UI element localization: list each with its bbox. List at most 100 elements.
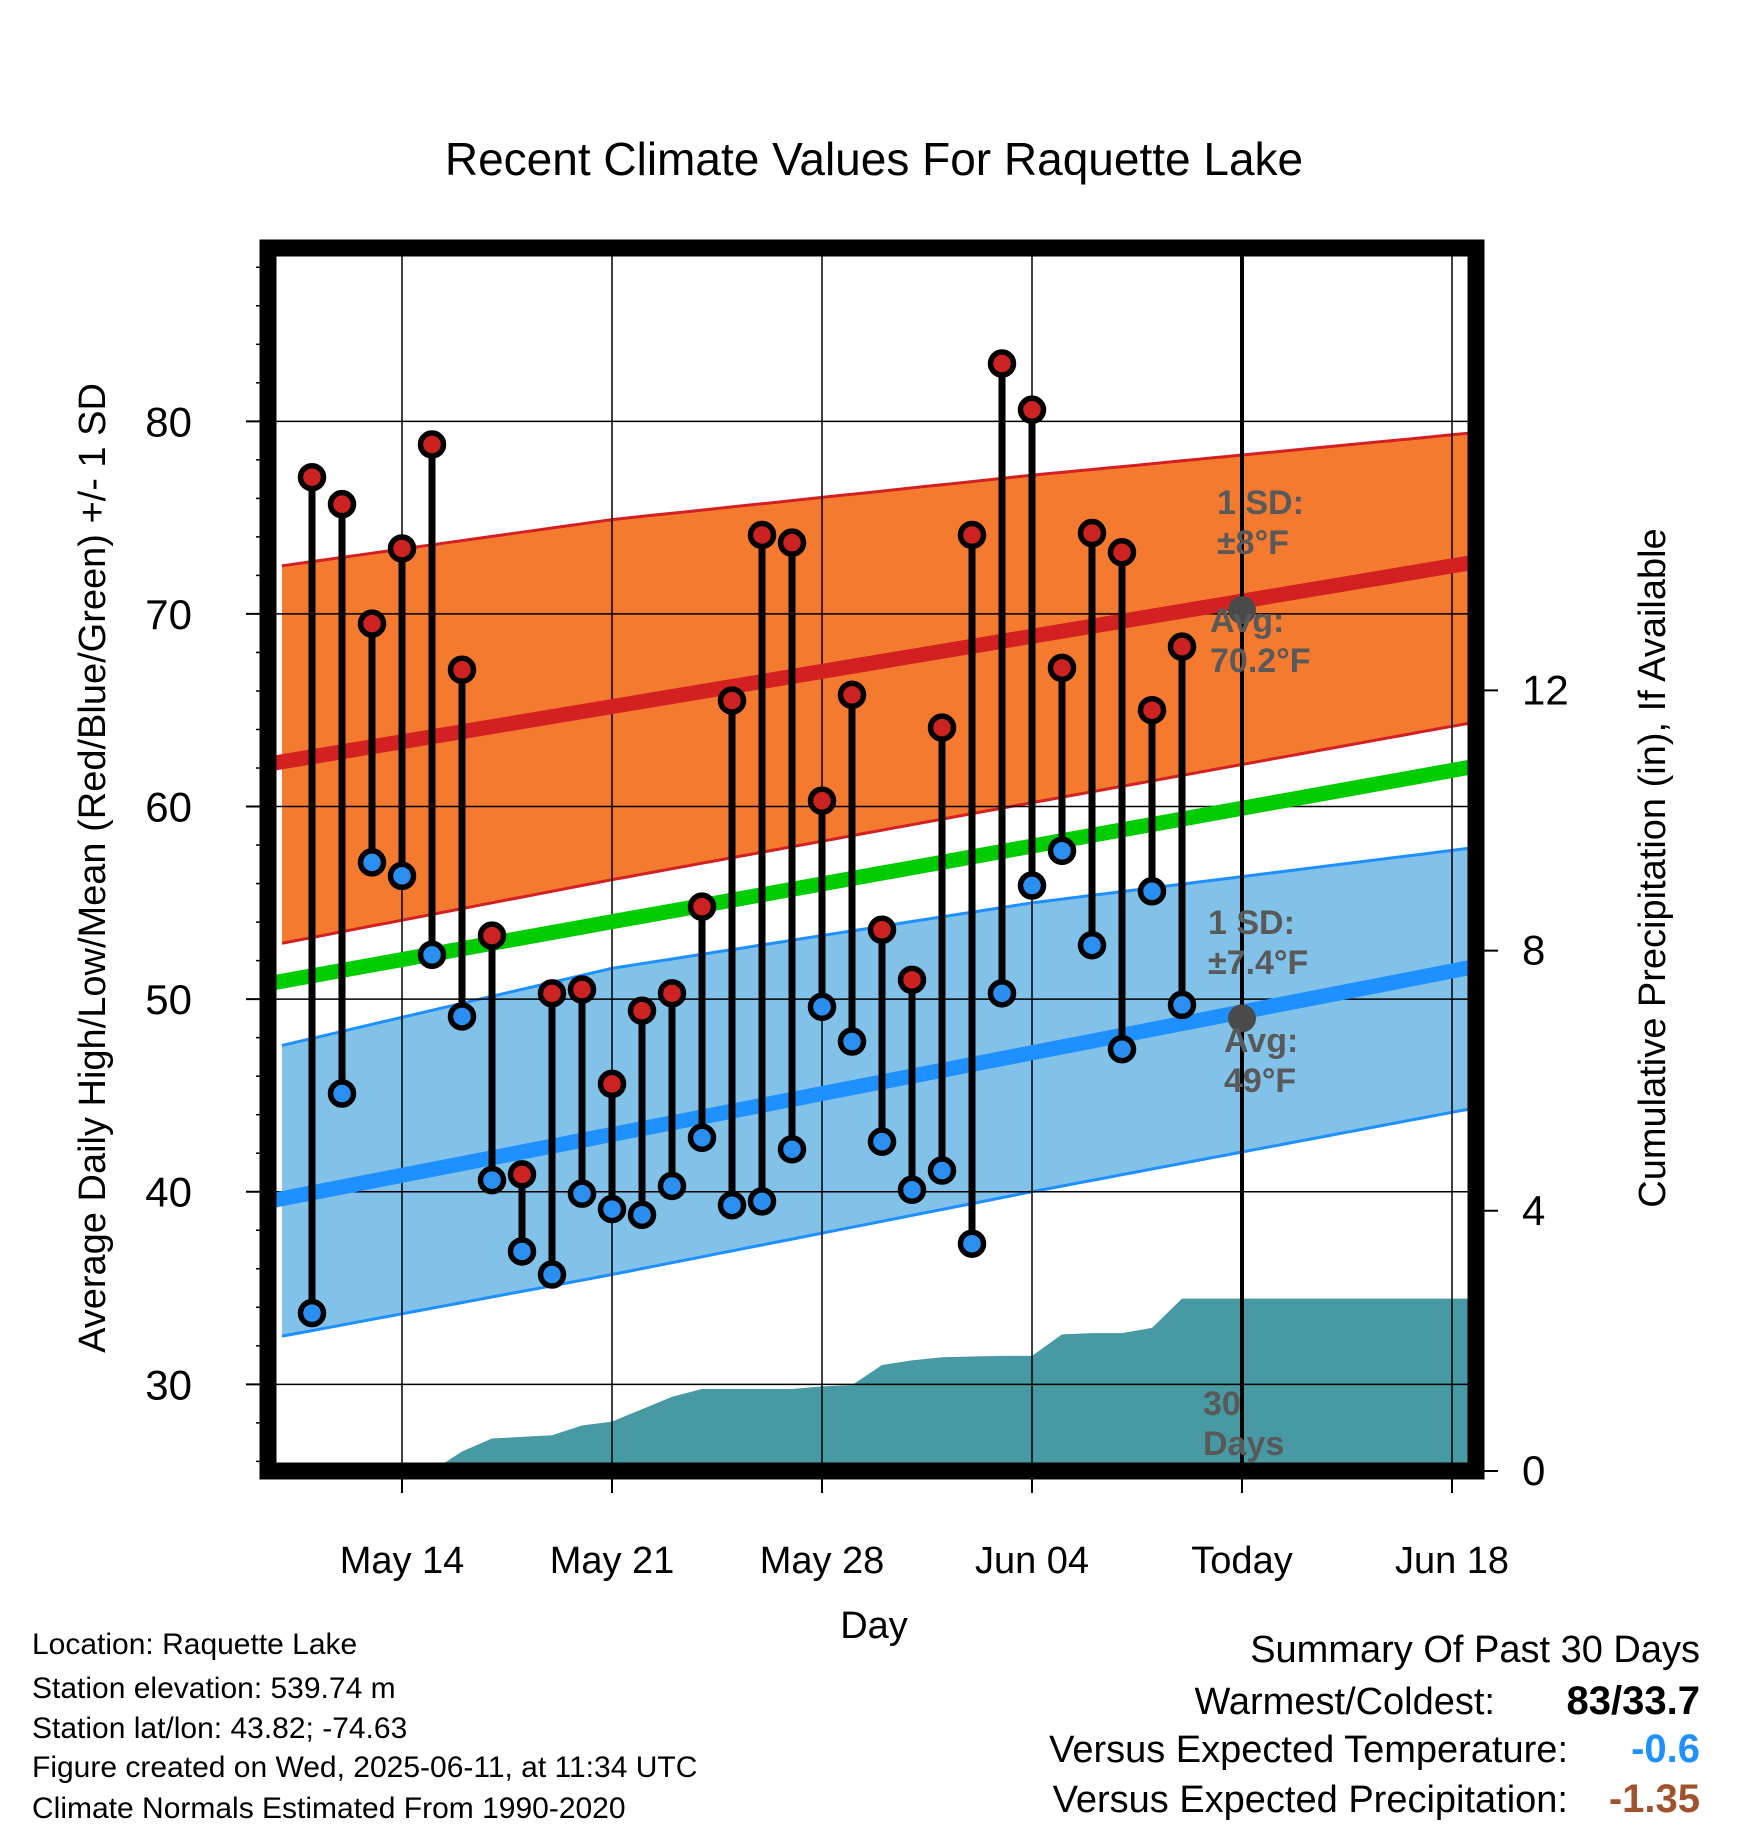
summary-temp-label: Versus Expected Temperature: <box>1049 1729 1568 1771</box>
plot-frame <box>259 239 1485 1480</box>
summary-warmest-label: Warmest/Coldest: <box>1194 1681 1495 1723</box>
daily-low-point <box>537 1260 567 1289</box>
daily-low-point <box>387 861 417 891</box>
y2-tick-label: 8 <box>1522 927 1545 974</box>
daily-high-point <box>627 996 657 1025</box>
summary-precip-label: Versus Expected Precipitation: <box>1053 1779 1568 1821</box>
summary-title: Summary Of Past 30 Days <box>1250 1629 1700 1671</box>
daily-low-point <box>987 979 1017 1008</box>
x-tick-label: Jun 18 <box>1395 1540 1509 1582</box>
high-avg-annotation-line: 70.2°F <box>1210 642 1311 680</box>
y-axis-label: Average Daily High/Low/Mean (Red/Blue/Gr… <box>72 383 114 1353</box>
daily-high-point <box>1047 653 1077 683</box>
x-tick-label: Jun 04 <box>975 1540 1089 1582</box>
daily-low-point <box>357 848 387 877</box>
x-tick-label: May 14 <box>340 1540 465 1582</box>
daily-high-point <box>1017 395 1047 425</box>
x-tick-label: May 21 <box>550 1540 675 1582</box>
daily-high-point <box>867 915 897 945</box>
normal-high-line <box>268 554 1476 772</box>
y-tick-label: 70 <box>145 591 192 638</box>
today-high-normal-marker <box>1228 596 1256 625</box>
y-tick-label: 30 <box>145 1361 192 1408</box>
daily-low-point <box>957 1229 987 1258</box>
daily-high-point <box>597 1069 627 1099</box>
daily-low-point <box>897 1175 927 1205</box>
y-tick-label: 50 <box>145 976 192 1023</box>
daily-low-point <box>717 1190 747 1220</box>
daily-high-point <box>417 430 447 459</box>
daily-high-point <box>1107 538 1137 567</box>
low-avg-annotation-line: Avg: <box>1224 1022 1298 1060</box>
info-created: Figure created on Wed, 2025-06-11, at 11… <box>32 1751 697 1784</box>
daily-low-point <box>417 940 447 970</box>
daily-low-point <box>807 992 837 1022</box>
x-axis-label: Day <box>840 1605 908 1647</box>
daily-high-point <box>387 534 417 563</box>
y2-axis-label: Cumulative Precipitation (in), If Availa… <box>1632 528 1674 1207</box>
daily-high-point <box>657 979 687 1008</box>
daily-low-point <box>687 1123 717 1153</box>
high-avg-annotation-line: Avg: <box>1210 602 1284 640</box>
daily-high-point <box>327 489 357 519</box>
daily-high-point <box>1077 518 1107 548</box>
daily-high-point <box>897 965 927 995</box>
daily-low-point <box>747 1187 777 1216</box>
daily-high-point <box>297 462 327 492</box>
low-sd-annotation-line: ±7.4°F <box>1208 944 1308 982</box>
daily-high-point <box>717 686 747 715</box>
station-info: Location: Raquette Lake Station elevatio… <box>32 1628 697 1825</box>
summary-precip-value: -1.35 <box>1609 1777 1700 1821</box>
high-sd-annotation-line: 1 SD: <box>1217 484 1304 522</box>
summary-temp-value: -0.6 <box>1631 1727 1700 1771</box>
y-tick-label: 80 <box>145 398 192 445</box>
low-avg-annotation-line: 49°F <box>1224 1062 1296 1100</box>
high-sd-band-lower-edge <box>281 720 1476 945</box>
summary-warmest-value: 83/33.7 <box>1567 1679 1700 1723</box>
daily-low-point <box>1017 871 1047 900</box>
daily-low-point <box>327 1079 357 1108</box>
daily-low-point <box>447 1002 477 1031</box>
summary-panel: Summary Of Past 30 Days Warmest/Coldest:… <box>1049 1629 1700 1821</box>
normal-mean-line <box>268 758 1476 992</box>
daily-low-point <box>507 1237 537 1266</box>
daily-high-point <box>777 528 807 557</box>
y-tick-label: 40 <box>145 1169 192 1216</box>
daily-low-point <box>1047 836 1077 866</box>
daily-low-point <box>837 1027 867 1056</box>
daily-high-point <box>747 520 777 550</box>
days-annotation-line: Days <box>1203 1425 1284 1463</box>
today-low-normal-marker <box>1228 1004 1256 1033</box>
daily-high-point <box>807 786 837 816</box>
daily-low-point <box>777 1135 807 1164</box>
daily-low-point <box>567 1179 597 1208</box>
high-sd-band-upper-edge <box>281 430 1476 568</box>
high-sd-annotation-line: ±8°F <box>1217 524 1289 562</box>
normal-low-line <box>268 959 1476 1209</box>
daily-low-point <box>1167 990 1197 1020</box>
days-annotation-line: 30 <box>1203 1385 1241 1423</box>
low-sd-annotation-line: 1 SD: <box>1208 904 1295 942</box>
daily-high-point <box>987 349 1017 378</box>
daily-high-point <box>567 975 597 1004</box>
daily-low-point <box>1077 930 1107 960</box>
daily-low-point <box>297 1298 327 1328</box>
daily-high-point <box>927 713 957 742</box>
low-sd-band-lower-edge <box>281 1106 1476 1338</box>
daily-high-point <box>357 609 387 638</box>
daily-high-point <box>837 680 867 710</box>
daily-high-point <box>507 1160 537 1189</box>
daily-high-point <box>1167 632 1197 661</box>
info-elevation: Station elevation: 539.74 m <box>32 1672 396 1705</box>
info-normals: Climate Normals Estimated From 1990-2020 <box>32 1792 626 1825</box>
daily-low-point <box>477 1165 507 1195</box>
daily-low-point <box>1107 1034 1137 1064</box>
low-sd-band <box>282 847 1476 1337</box>
y2-tick-label: 0 <box>1522 1447 1545 1494</box>
x-tick-label: Today <box>1191 1540 1292 1582</box>
daily-high-point <box>957 520 987 550</box>
x-tick-label: May 28 <box>760 1540 885 1582</box>
